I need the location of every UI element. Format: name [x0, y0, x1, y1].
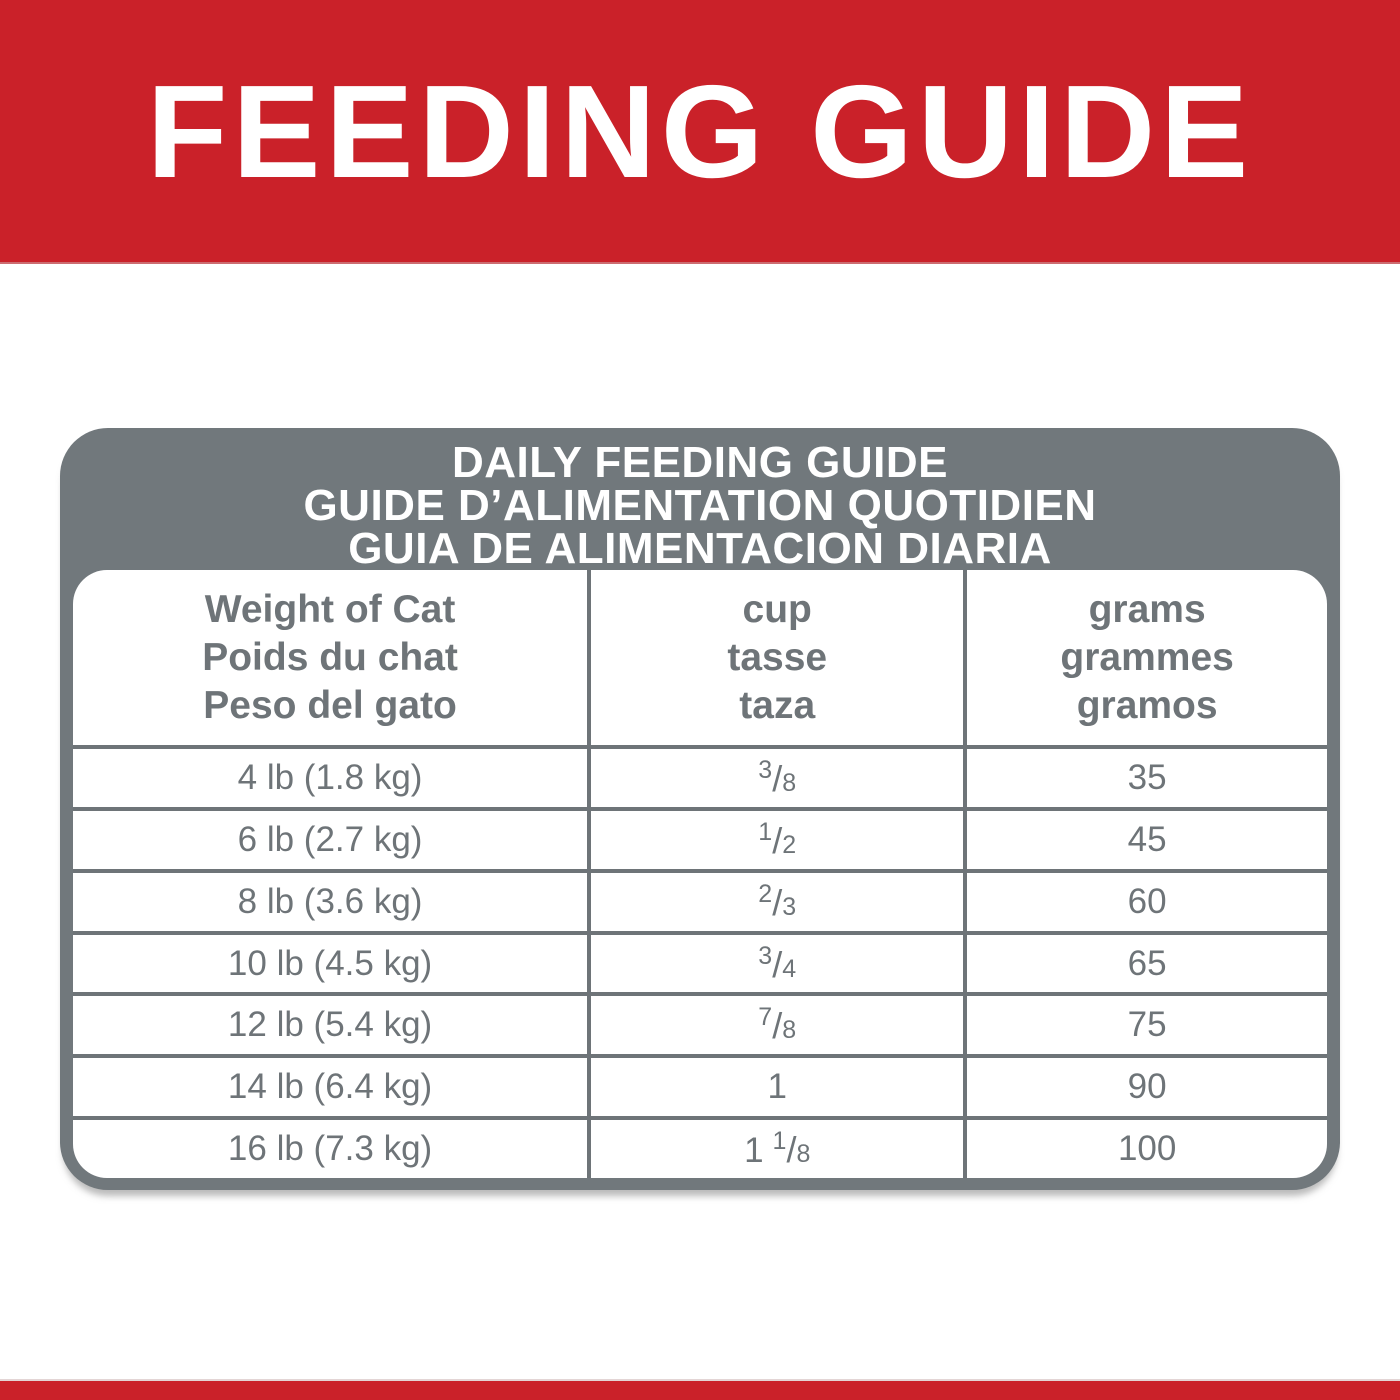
cup-fraction-denominator: 8 — [796, 1140, 811, 1169]
feeding-table-header: Weight of Cat Poids du chat Peso del gat… — [73, 570, 1327, 745]
cup-fraction-slash: / — [772, 819, 783, 861]
weight-cell: 8 lb (3.6 kg) — [237, 881, 423, 921]
column-header-weight-es: Peso del gato — [203, 683, 457, 727]
weight-cell: 6 lb (2.7 kg) — [237, 819, 423, 859]
cup-cell: 1 — [587, 1058, 963, 1117]
grams-cell: 60 — [963, 872, 1327, 931]
cup-fraction-denominator: 8 — [782, 768, 797, 797]
grams-cell: 35 — [963, 749, 1327, 807]
cup-cell: 2/3 — [587, 872, 963, 931]
cup-fraction-numerator: 3 — [758, 941, 773, 970]
feeding-table-body: 4 lb (1.8 kg) 3/8 35 6 lb (2.7 kg) 1/2 45 8 lb… — [73, 745, 1327, 1178]
grams-cell: 90 — [963, 1058, 1327, 1117]
weight-cell: 4 lb (1.8 kg) — [237, 757, 423, 797]
cup-fraction-denominator: 4 — [782, 954, 797, 983]
grams-cell: 65 — [963, 934, 1327, 993]
cup-fraction-slash: / — [772, 943, 783, 985]
table-row: 16 lb (7.3 kg) 1 1/8 100 — [73, 1116, 1327, 1178]
column-header-weight-en: Weight of Cat — [204, 587, 456, 631]
cup-fraction-numerator: 3 — [758, 755, 773, 784]
cup-cell: 7/8 — [587, 996, 963, 1055]
table-row: 14 lb (6.4 kg) 1 90 — [73, 1054, 1327, 1117]
cup-fraction-slash: / — [772, 881, 783, 923]
banner-title: FEEDING GUIDE — [146, 57, 1254, 205]
guide-title-line-en: DAILY FEEDING GUIDE — [451, 438, 949, 487]
column-header-cup: cup tasse taza — [587, 570, 963, 745]
weight-cell: 16 lb (7.3 kg) — [227, 1129, 433, 1169]
guide-title: DAILY FEEDING GUIDE GUIDE D’ALIMENTATION… — [60, 438, 1340, 573]
column-header-grams: grams grammes gramos — [963, 570, 1327, 745]
cup-whole: 1 — [767, 1067, 787, 1107]
table-row: 12 lb (5.4 kg) 7/8 75 — [73, 992, 1327, 1055]
guide-title-line-fr: GUIDE D’ALIMENTATION QUOTIDIEN — [303, 481, 1097, 530]
column-header-grams-es: gramos — [1076, 683, 1218, 727]
guide-title-line-es: GUIA DE ALIMENTACION DIARIA — [348, 524, 1052, 573]
table-row: 10 lb (4.5 kg) 3/4 65 — [73, 930, 1327, 993]
cup-fraction-numerator: 1 — [758, 817, 773, 846]
cup-value: 1 — [767, 1067, 786, 1107]
cup-cell: 1/2 — [587, 810, 963, 869]
cup-fraction-slash: / — [772, 1005, 783, 1047]
cup-value: 1/2 — [758, 818, 796, 862]
cup-value: 2/3 — [758, 880, 796, 924]
cup-value: 3/8 — [758, 756, 796, 800]
cup-value: 7/8 — [758, 1003, 796, 1047]
cup-value: 3/4 — [758, 942, 796, 986]
column-header-weight-fr: Poids du chat — [202, 635, 458, 679]
cup-value: 1 1/8 — [744, 1127, 810, 1171]
cup-fraction-denominator: 8 — [782, 1016, 797, 1045]
grams-cell: 100 — [963, 1120, 1327, 1178]
feeding-guide-banner: FEEDING GUIDE — [0, 0, 1400, 264]
weight-cell: 14 lb (6.4 kg) — [227, 1067, 433, 1107]
column-header-cup-en: cup — [742, 587, 812, 631]
weight-cell: 10 lb (4.5 kg) — [227, 943, 433, 983]
cup-whole: 1 — [744, 1131, 764, 1171]
table-row: 8 lb (3.6 kg) 2/3 60 — [73, 868, 1327, 931]
column-header-grams-fr: grammes — [1060, 635, 1234, 679]
cup-fraction-denominator: 2 — [782, 830, 797, 859]
grams-cell: 75 — [963, 996, 1327, 1055]
column-header-weight: Weight of Cat Poids du chat Peso del gat… — [73, 570, 587, 745]
cup-cell: 3/4 — [587, 934, 963, 993]
grams-cell: 45 — [963, 810, 1327, 869]
table-row: 4 lb (1.8 kg) 3/8 35 — [73, 745, 1327, 807]
cup-cell: 3/8 — [587, 749, 963, 807]
bottom-red-strip — [0, 1381, 1400, 1400]
cup-fraction-slash: / — [786, 1129, 797, 1171]
daily-feeding-guide-box: DAILY FEEDING GUIDE GUIDE D’ALIMENTATION… — [60, 428, 1340, 1190]
table-row: 6 lb (2.7 kg) 1/2 45 — [73, 806, 1327, 869]
cup-fraction-numerator: 2 — [758, 879, 773, 908]
cup-fraction-slash: / — [772, 757, 783, 799]
cup-fraction-numerator: 7 — [758, 1003, 773, 1032]
column-header-cup-fr: tasse — [727, 635, 828, 679]
column-header-cup-es: taza — [739, 683, 816, 727]
feeding-table: Weight of Cat Poids du chat Peso del gat… — [73, 570, 1327, 1178]
weight-cell: 12 lb (5.4 kg) — [227, 1005, 433, 1045]
cup-fraction-numerator: 1 — [772, 1127, 787, 1156]
cup-fraction-denominator: 3 — [782, 892, 797, 921]
cup-cell: 1 1/8 — [587, 1120, 963, 1178]
column-header-grams-en: grams — [1088, 587, 1206, 631]
